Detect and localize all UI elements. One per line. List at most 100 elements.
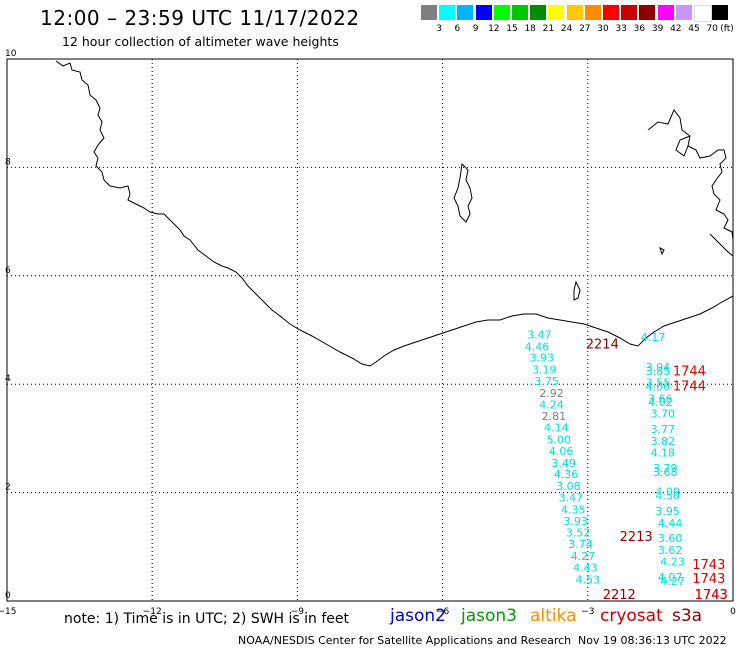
legend-label: 24: [560, 24, 573, 34]
wave-height-label: 4.43: [573, 561, 598, 574]
legend-label: 33: [615, 24, 627, 34]
coast-ne-inlet: [675, 135, 691, 157]
x-tick-label: 0: [730, 607, 736, 617]
wave-height-label: 4.53: [576, 573, 601, 586]
satellite-tracks: 3.474.463.933.193.752.924.242.814.145.00…: [525, 328, 728, 603]
wave-height-label: 3.70: [651, 407, 676, 420]
wave-height-label: 3.93: [563, 515, 588, 528]
island-a: [453, 162, 473, 223]
x-tick-label: −9: [291, 607, 305, 617]
wave-height-label: 3.94: [646, 361, 671, 374]
wave-height-label: 3.75: [534, 375, 559, 388]
satellite-cryosat: cryosat: [600, 606, 663, 626]
y-tick-label: 4: [5, 374, 11, 384]
track-time-label: 1743: [695, 588, 728, 603]
legend-swatch: [639, 5, 656, 20]
satellite-jason2: jason2: [390, 606, 446, 626]
satellite-s3a: s3a: [672, 606, 703, 626]
wave-height-label: 4.46: [525, 340, 550, 353]
legend-swatch: [566, 5, 583, 20]
footnote: note: 1) Time is in UTC; 2) SWH is in fe…: [64, 611, 350, 627]
satellite-altika: altika: [530, 606, 577, 626]
wave-height-label: 2.81: [542, 410, 567, 423]
legend-swatch: [712, 5, 729, 20]
map-subtitle: 12 hour collection of altimeter wave hei…: [62, 34, 339, 49]
credit-left: NOAA/NESDIS Center for Satellite Applica…: [238, 634, 572, 647]
legend-swatch: [694, 5, 712, 22]
wave-height-label: 3.55: [646, 377, 671, 390]
legend-label: 42: [670, 24, 682, 34]
track-time-label: 2212: [603, 588, 636, 603]
track-time-label: 1744: [673, 379, 706, 394]
map-title: 12:00 – 23:59 UTC 11/17/2022: [40, 6, 360, 30]
wave-height-label: 3.79: [653, 462, 678, 475]
wave-height-label: 3.49: [551, 457, 576, 470]
mainland-coast: [55, 60, 734, 367]
y-tick-label: 10: [5, 49, 17, 59]
legend-label: 45: [688, 24, 700, 34]
wave-height-label: 3.66: [648, 392, 673, 405]
wave-height-label: 3.19: [532, 364, 557, 377]
legend-swatch: [548, 5, 565, 20]
coast-ne: [647, 109, 734, 241]
grid-lines: [7, 59, 733, 601]
y-tick-label: 0: [5, 591, 11, 601]
y-tick-label: 8: [5, 157, 11, 167]
wave-height-label: 4.18: [651, 446, 676, 459]
y-tick-label: 2: [5, 483, 11, 493]
legend-swatch: [457, 5, 474, 20]
wave-height-label: 3.95: [655, 505, 680, 518]
wave-height-label: 4.06: [549, 445, 574, 458]
legend-label: 30: [597, 24, 609, 34]
track-time-label: 1744: [673, 365, 706, 380]
legend-label: 36: [633, 24, 646, 34]
wave-height-label: 3.74: [568, 538, 593, 551]
map-frame: [6, 58, 734, 602]
axis-ticks: −15 −12 −9 −6 −3 0 0 2 4 6 8 10: [0, 49, 736, 617]
legend-swatch: [439, 5, 456, 20]
wave-height-label: 4.44: [658, 517, 683, 530]
wave-height-label: 5.00: [547, 433, 572, 446]
wave-height-label: 4.50: [655, 489, 680, 502]
x-tick-label: −15: [0, 607, 17, 617]
track-time-label: 1743: [695, 588, 728, 603]
wave-height-label: 4.14: [544, 422, 569, 435]
x-tick-label: −6: [436, 607, 450, 617]
legend-swatch: [530, 5, 547, 20]
wave-height-label: 3.68: [653, 466, 678, 479]
legend-swatch: [421, 5, 437, 20]
legend-label: 21: [542, 24, 555, 34]
wave-height-label: 2.92: [539, 387, 564, 400]
island-b: [573, 280, 581, 301]
wave-height-label: 3.77: [651, 423, 676, 436]
wave-height-label: 3.60: [658, 532, 683, 545]
x-tick-label: −3: [581, 607, 594, 617]
legend-swatch: [512, 5, 528, 20]
legend-label: 15: [506, 24, 518, 34]
y-tick-label: 6: [5, 266, 11, 276]
legend-swatch: [584, 5, 601, 20]
wave-height-label: 4.23: [660, 555, 685, 568]
legend-swatch: [493, 5, 510, 20]
wave-height-label: 4.24: [539, 398, 564, 411]
coastline: [55, 60, 734, 367]
wave-height-label: 3.52: [566, 527, 591, 540]
legend-label: 9: [472, 24, 479, 34]
track-time-label: 1743: [692, 558, 725, 573]
legend-swatch: [657, 5, 674, 20]
legend-label: 18: [524, 24, 536, 34]
track-time-label: 1743: [692, 572, 725, 587]
wave-height-label: 4.17: [641, 331, 666, 344]
credit-right: Nov 19 08:36:13 UTC 2022: [578, 634, 727, 647]
wave-height-label: 3.08: [556, 480, 581, 493]
wave-height-label: 4.02: [648, 396, 673, 409]
legend-label: 3: [436, 24, 443, 34]
wave-height-label: 4.27: [571, 550, 596, 563]
islet: [659, 247, 665, 256]
wave-height-label: 3.85: [646, 365, 671, 378]
legend-label: 70: [706, 24, 718, 34]
legend-swatch: [475, 5, 492, 20]
legend-label: 12: [488, 24, 500, 34]
legend-swatch: [675, 5, 692, 20]
legend-swatch: [603, 5, 619, 20]
